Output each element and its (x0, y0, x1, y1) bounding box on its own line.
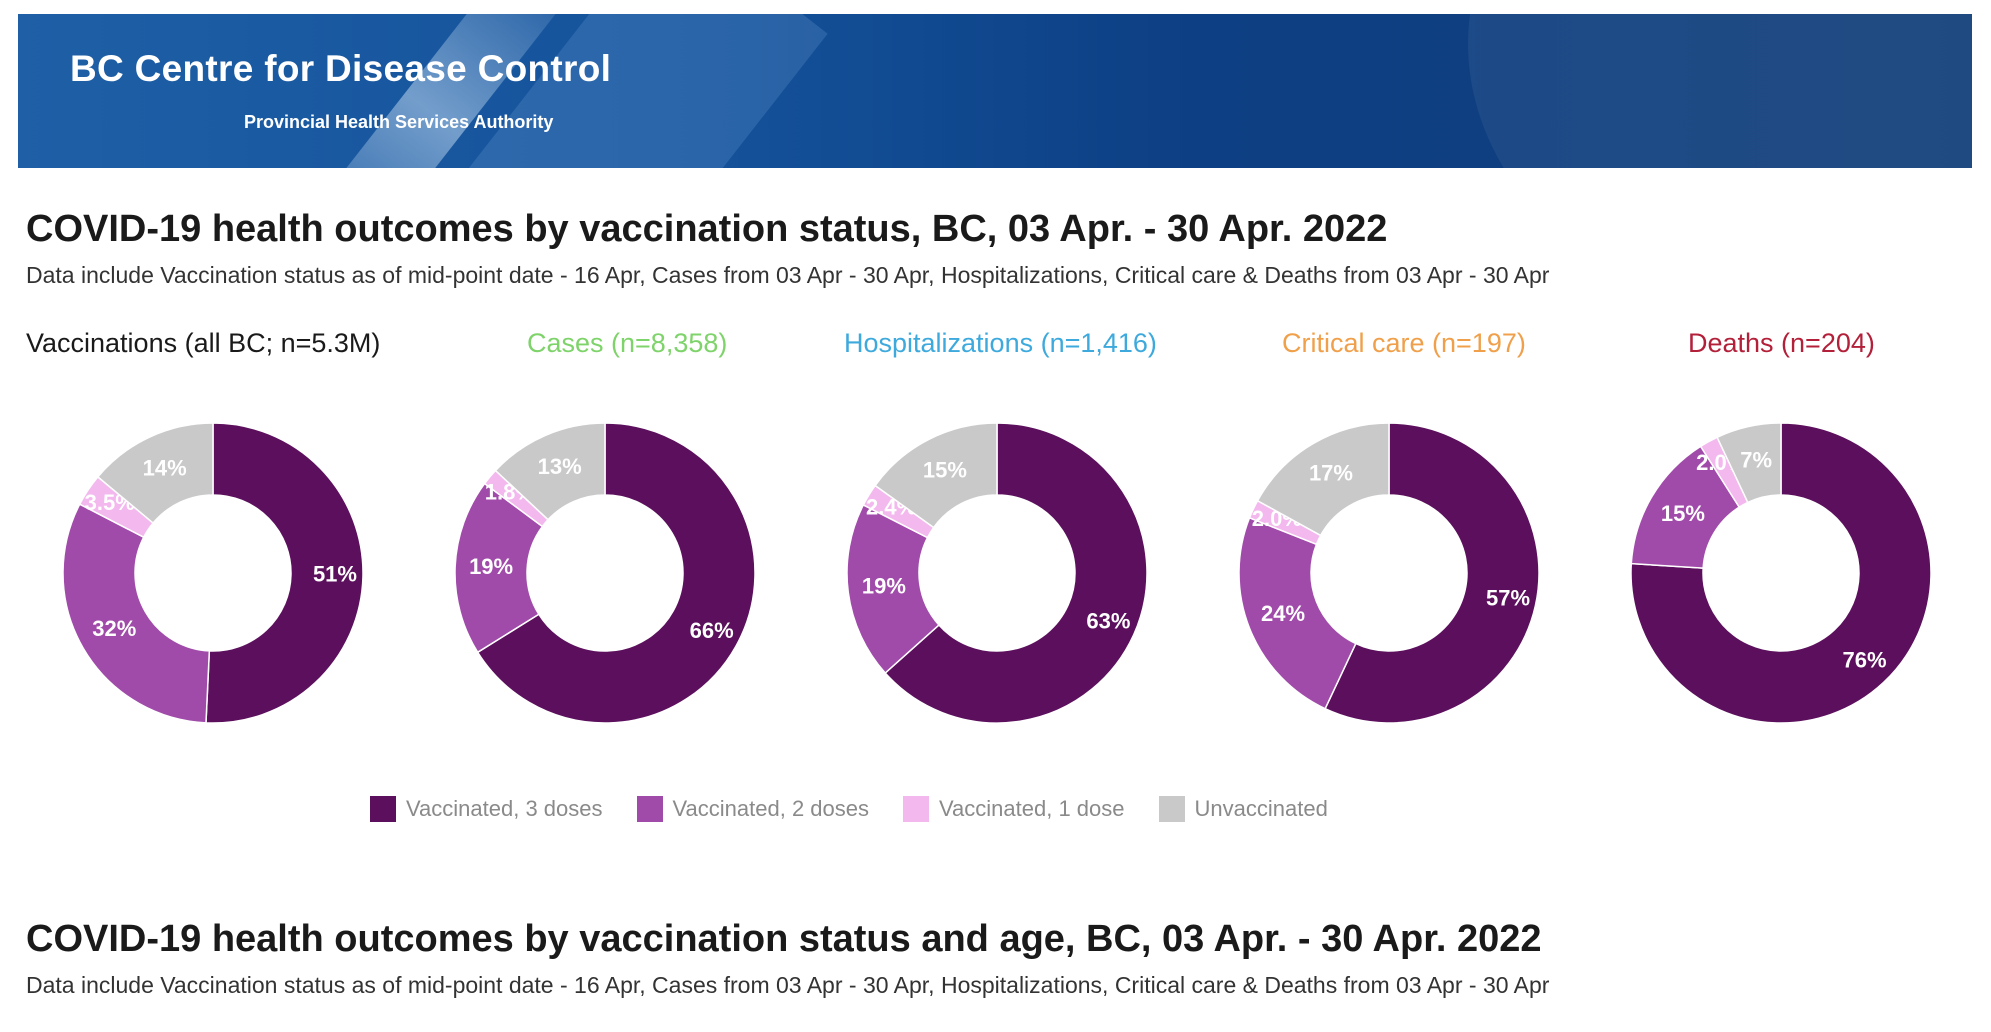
data-label: 24% (1261, 601, 1305, 626)
section-title: COVID-19 health outcomes by vaccination … (26, 918, 1542, 960)
legend-item: Vaccinated, 3 doses (370, 796, 603, 822)
legend-label: Vaccinated, 3 doses (406, 796, 603, 821)
legend-swatch (903, 796, 929, 822)
data-label: 14% (143, 456, 187, 481)
donut-slice (1238, 516, 1357, 710)
chart-title-deaths: Deaths (n=204) (1688, 328, 1875, 358)
chart-title-hospitalizations: Hospitalizations (n=1,416) (844, 328, 1157, 358)
donut-slice (454, 482, 544, 654)
donut-slice (846, 503, 940, 675)
header-banner: BC Centre for Disease Control Provincial… (18, 14, 1972, 168)
legend-item: Vaccinated, 2 doses (636, 796, 870, 822)
legend-swatch (1158, 796, 1185, 822)
donut-slice (96, 422, 214, 525)
donut-slice (476, 422, 756, 724)
donut-slice (874, 422, 998, 529)
donut-slice (1716, 422, 1782, 504)
data-label: 32% (92, 616, 136, 641)
chart-title-critical-care: Critical care (n=197) (1282, 328, 1526, 358)
donut-slice (494, 422, 606, 521)
brand-title: BC Centre for Disease Control (70, 48, 612, 89)
section-title: COVID-19 health outcomes by vaccination … (26, 208, 1388, 250)
data-label: 63% (1086, 609, 1130, 634)
legend-label: Vaccinated, 2 doses (672, 796, 870, 821)
legend-swatch (370, 796, 396, 822)
legend-item: Vaccinated, 1 dose (903, 796, 1125, 822)
chart-title-vaccinations: Vaccinations (all BC; n=5.3M) (26, 328, 381, 358)
data-label: 76% (1842, 648, 1886, 673)
data-label: 19% (862, 574, 906, 599)
data-label: 15% (923, 457, 967, 482)
section-subtitle: Data include Vaccination status as of mi… (26, 972, 1550, 998)
donut-slice (1630, 422, 1932, 724)
data-label: 19% (469, 554, 513, 579)
data-label: 57% (1486, 585, 1530, 610)
data-label: 51% (313, 562, 357, 587)
data-label: 66% (690, 618, 734, 643)
legend-label: Unvaccinated (1194, 796, 1328, 821)
banner-decoration (1468, 14, 1972, 168)
legend-swatch (636, 796, 663, 822)
legend-label: Vaccinated, 1 dose (939, 796, 1125, 821)
chart-title-cases: Cases (n=8,358) (527, 328, 728, 358)
data-label: 7% (1740, 448, 1772, 473)
chart-legend: Vaccinated, 3 doses Vaccinated, 2 doses … (370, 796, 1328, 822)
legend-item: Unvaccinated (1158, 796, 1328, 822)
data-label: 15% (1661, 501, 1705, 526)
data-label: 17% (1309, 461, 1353, 486)
donut-slice (62, 503, 211, 724)
donut-slice (884, 422, 1148, 724)
donut-slice (1324, 422, 1540, 724)
data-label: 13% (538, 454, 582, 479)
brand-subtitle: Provincial Health Services Authority (244, 112, 554, 132)
donut-slice (1256, 422, 1390, 537)
donut-slice (205, 422, 364, 724)
section-subtitle: Data include Vaccination status as of mi… (26, 262, 1550, 288)
